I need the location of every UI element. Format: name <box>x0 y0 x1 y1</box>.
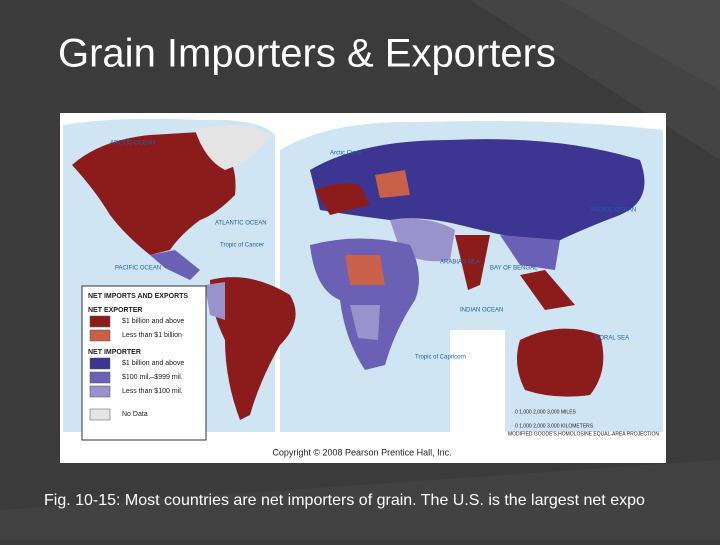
legend-label: Less than $100 mil. <box>122 388 183 395</box>
map-label: Tropic of Capricorn <box>415 355 466 361</box>
legend-label: $100 mil.–$999 mil. <box>122 374 183 381</box>
legend-swatch <box>89 357 111 370</box>
bg-shape <box>0 460 720 540</box>
land-region <box>345 255 385 285</box>
land-region <box>310 238 419 370</box>
legend-heading: NET EXPORTER <box>88 307 142 314</box>
map-label: PACIFIC OCEAN <box>590 208 636 214</box>
land-region <box>150 250 200 280</box>
slide-title: Grain Importers & Exporters <box>58 32 556 76</box>
legend: NET IMPORTS AND EXPORTS NET EXPORTER $1 b… <box>81 285 207 441</box>
caption: Fig. 10-15: Most countries are net impor… <box>44 492 645 509</box>
legend-label: Less than $1 billion <box>122 332 182 339</box>
scale-bar: 0 1,000 2,000 3,000 MILES <box>515 409 577 415</box>
land-region <box>455 235 490 290</box>
legend-swatch <box>89 371 111 384</box>
legend-label: $1 billion and above <box>122 318 184 325</box>
land-region <box>315 183 370 215</box>
land-region <box>210 277 296 420</box>
land-region <box>310 139 645 245</box>
legend-label: No Data <box>122 411 148 418</box>
scale-bar: 0 1,000 2,000 3,000 KILOMETERS <box>515 423 594 429</box>
land-region <box>195 125 270 170</box>
land-region <box>500 235 560 270</box>
map-label: ARCTIC OCEAN <box>110 141 155 147</box>
land-region <box>516 328 604 397</box>
map-label: CORAL SEA <box>595 336 629 342</box>
land-region <box>520 270 575 310</box>
legend-title: NET IMPORTS AND EXPORTS <box>88 293 188 300</box>
legend-label: $1 billion and above <box>122 360 184 367</box>
map-label: ARABIAN SEA <box>440 260 480 266</box>
legend-swatch <box>89 408 111 421</box>
land-region <box>205 282 225 320</box>
map-label: INDIAN OCEAN <box>460 308 503 314</box>
legend-swatch <box>89 329 111 342</box>
projection-note: MODIFIED GOODE'S HOMOLOSINE EQUAL-AREA P… <box>508 431 659 437</box>
map-label: Arctic Circle <box>330 151 363 157</box>
legend-swatch <box>89 315 111 328</box>
map-figure: ARCTIC OCEAN Arctic Circle ATLANTIC OCEA… <box>60 113 666 463</box>
map-label: BAY OF BENGAL <box>490 266 538 272</box>
bg-shape <box>560 0 720 90</box>
land-region <box>72 132 236 255</box>
map-label: ATLANTIC OCEAN <box>215 221 267 227</box>
legend-heading: NET IMPORTER <box>88 349 141 356</box>
land-region <box>350 305 380 340</box>
legend-swatch <box>89 385 111 398</box>
map-label: Tropic of Cancer <box>220 243 264 249</box>
copyright: Copyright © 2008 Pearson Prentice Hall, … <box>272 447 451 457</box>
map-label: PACIFIC OCEAN <box>115 266 161 272</box>
land-region <box>375 170 410 198</box>
